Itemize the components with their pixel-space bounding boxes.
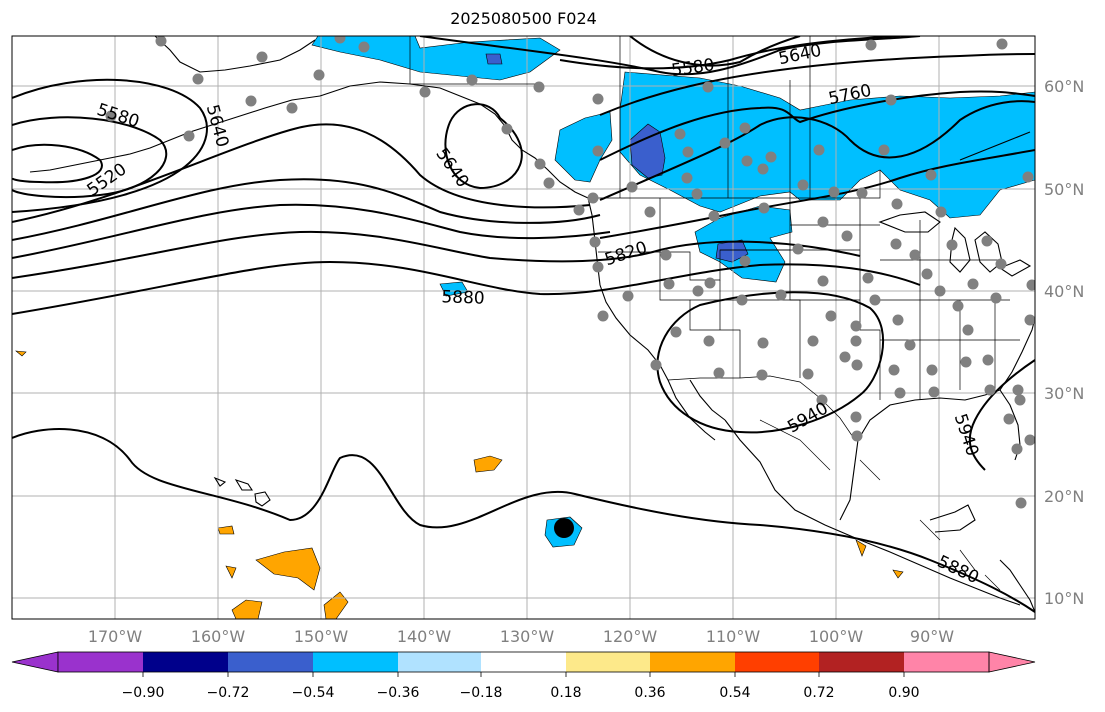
longitude-labels: 170°W 160°W 150°W 140°W 130°W 120°W 110°… bbox=[88, 627, 954, 646]
cyclone-marker bbox=[554, 518, 574, 538]
colorbar-segment bbox=[819, 652, 904, 672]
latitude-label: 60°N bbox=[1044, 77, 1084, 96]
colorbar-label: 0.36 bbox=[634, 685, 665, 701]
latitude-label: 40°N bbox=[1044, 282, 1084, 301]
colorbar-label: −0.72 bbox=[207, 685, 250, 701]
positive-anomaly-shading bbox=[15, 350, 904, 619]
latitude-label: 20°N bbox=[1044, 487, 1084, 506]
latitude-label: 10°N bbox=[1044, 589, 1084, 608]
colorbar-segment bbox=[398, 652, 481, 672]
colorbar-label: 0.72 bbox=[803, 685, 834, 701]
longitude-label: 100°W bbox=[809, 627, 864, 646]
colorbar-segment bbox=[650, 652, 735, 672]
longitude-label: 130°W bbox=[500, 627, 555, 646]
negative-anomaly-shading-mid bbox=[485, 53, 749, 263]
map-title: 2025080500 F024 bbox=[450, 9, 597, 28]
latitude-label: 50°N bbox=[1044, 180, 1084, 199]
colorbar-segment bbox=[228, 652, 313, 672]
longitude-label: 160°W bbox=[191, 627, 246, 646]
colorbar-label: 0.90 bbox=[888, 685, 919, 701]
colorbar-segment bbox=[313, 652, 398, 672]
colorbar-extend-high bbox=[988, 651, 1036, 673]
height-contours bbox=[12, 36, 1035, 613]
colorbar-segment bbox=[143, 652, 228, 672]
map-area: 5580 5640 5520 5640 5580 5640 5760 5820 … bbox=[12, 36, 1035, 619]
colorbar-segment bbox=[904, 652, 989, 672]
colorbar: −0.90 −0.72 −0.54 −0.36 −0.18 0.18 0.36 … bbox=[11, 651, 1036, 701]
colorbar-label: −0.36 bbox=[377, 685, 420, 701]
longitude-label: 150°W bbox=[294, 627, 349, 646]
station-markers bbox=[105, 36, 1035, 509]
colorbar-label: −0.54 bbox=[292, 685, 335, 701]
longitude-label: 90°W bbox=[910, 627, 954, 646]
colorbar-extend-low bbox=[11, 651, 59, 673]
longitude-label: 170°W bbox=[88, 627, 143, 646]
colorbar-segment bbox=[481, 652, 566, 672]
colorbar-segment bbox=[566, 652, 650, 672]
latitude-labels: 60°N 50°N 40°N 30°N 20°N 10°N bbox=[1044, 77, 1084, 608]
map-frame bbox=[11, 35, 1036, 620]
colorbar-label: −0.90 bbox=[122, 685, 165, 701]
colorbar-label: 0.54 bbox=[719, 685, 750, 701]
longitude-label: 140°W bbox=[397, 627, 452, 646]
colorbar-label: −0.18 bbox=[460, 685, 503, 701]
longitude-label: 110°W bbox=[706, 627, 761, 646]
contour-label: 5880 bbox=[441, 287, 485, 308]
latitude-label: 30°N bbox=[1044, 384, 1084, 403]
gridlines bbox=[12, 36, 1035, 619]
colorbar-label: 0.18 bbox=[550, 685, 581, 701]
longitude-label: 120°W bbox=[603, 627, 658, 646]
colorbar-segment bbox=[58, 652, 143, 672]
colorbar-segment bbox=[735, 652, 819, 672]
